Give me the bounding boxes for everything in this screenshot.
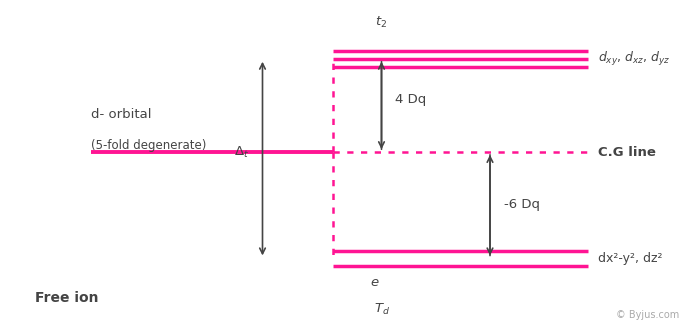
Text: $e$: $e$ bbox=[370, 276, 379, 289]
Text: © Byjus.com: © Byjus.com bbox=[616, 310, 679, 320]
Text: $t_2$: $t_2$ bbox=[375, 15, 388, 30]
Text: dx²-y², dz²: dx²-y², dz² bbox=[598, 252, 663, 265]
Text: Free ion: Free ion bbox=[35, 291, 99, 304]
Text: $d_{xy}$, $d_{xz}$, $d_{yz}$: $d_{xy}$, $d_{xz}$, $d_{yz}$ bbox=[598, 50, 671, 68]
Text: $\Delta_t$: $\Delta_t$ bbox=[234, 145, 249, 160]
Text: -6 Dq: -6 Dq bbox=[504, 198, 540, 211]
Text: (5-fold degenerate): (5-fold degenerate) bbox=[91, 139, 206, 152]
Text: $T_d$: $T_d$ bbox=[374, 301, 389, 317]
Text: 4 Dq: 4 Dq bbox=[395, 93, 427, 106]
Text: d- orbital: d- orbital bbox=[91, 108, 151, 121]
Text: C.G line: C.G line bbox=[598, 146, 657, 159]
